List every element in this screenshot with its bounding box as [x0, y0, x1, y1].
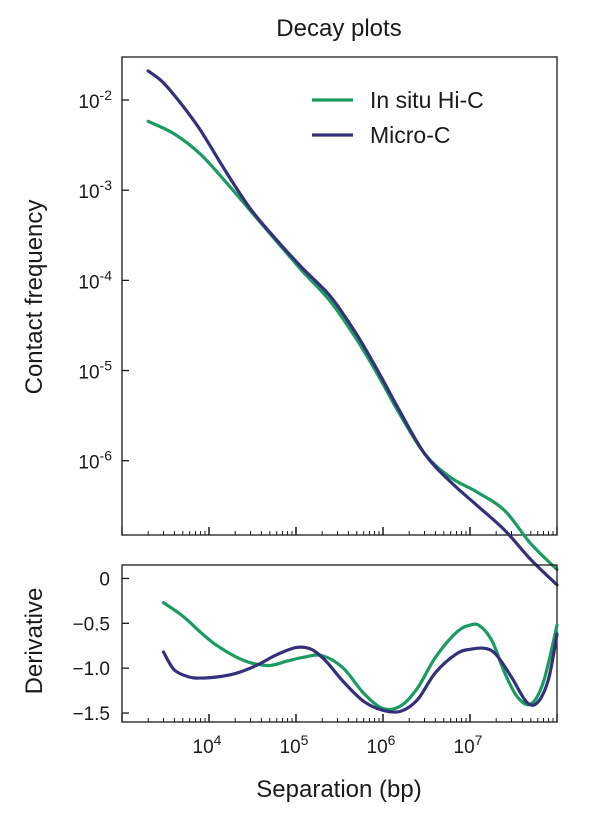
bottom-y-tick-label: −0.5	[72, 614, 110, 635]
top-y-axis-label: Contact frequency	[21, 200, 48, 395]
x-tick-label: 105	[280, 732, 309, 758]
bottom-y-tick-label: 0	[99, 569, 110, 590]
top-series-line-1	[146, 69, 559, 587]
legend: In situ Hi-C Micro-C	[312, 87, 484, 148]
top-y-tick-label: 10-5	[78, 358, 112, 384]
x-tick-label: 106	[367, 732, 396, 758]
bottom-y-tick-label: −1.0	[72, 659, 110, 680]
top-y-tick-label: 10-2	[78, 87, 112, 113]
x-tick-label: 104	[193, 732, 222, 758]
legend-label: Micro-C	[370, 122, 451, 148]
bottom-y-tick-label: −1.5	[72, 704, 110, 725]
top-y-tick-label: 10-4	[78, 267, 112, 293]
bottom-series-line-1	[161, 632, 559, 714]
top-y-tick-label: 10-3	[78, 177, 112, 203]
derivative-plot-panel: 0 −0.5 −1.0 −1.5 104 105 106 107	[72, 564, 559, 758]
legend-label: In situ Hi-C	[370, 87, 484, 113]
x-axis-label: Separation (bp)	[256, 776, 421, 803]
chart-title: Decay plots	[276, 15, 401, 42]
top-series-line-0	[146, 119, 559, 572]
top-y-tick-label: 10-6	[78, 448, 112, 474]
bottom-series-line-0	[161, 601, 559, 712]
top-plot-frame	[121, 56, 558, 536]
x-tick-label: 107	[454, 732, 483, 758]
bottom-y-axis-label: Derivative	[21, 588, 48, 695]
decay-plot-panel: 10-2 10-3 10-4 10-5 10-6 In situ Hi-C Micro-C	[78, 56, 559, 587]
